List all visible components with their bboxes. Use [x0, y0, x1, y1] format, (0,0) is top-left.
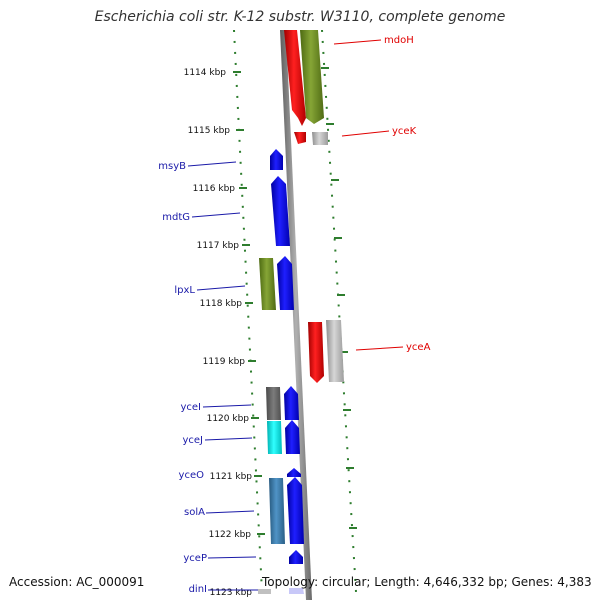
- gene-yceP-label[interactable]: yceP: [183, 553, 207, 564]
- kbp-label: 1123 kbp: [210, 588, 253, 598]
- gene-yceK-gray-bar[interactable]: [312, 132, 328, 145]
- genome-title: Escherichia coli str. K-12 substr. W3110…: [94, 9, 506, 25]
- gene-yceA-leader: [355, 346, 404, 351]
- gene-lpxL-arrow[interactable]: [277, 256, 294, 310]
- gene-mdtG-label[interactable]: mdtG: [162, 212, 190, 223]
- gene-yceI-label[interactable]: yceI: [180, 402, 201, 413]
- kbp-label: 1114 kbp: [184, 68, 227, 78]
- gene-yceA-gray-bar[interactable]: [326, 320, 344, 382]
- gene-solA-arrow[interactable]: [287, 477, 304, 544]
- gene-mdoH-bar[interactable]: [284, 30, 306, 126]
- gene-yceK-label[interactable]: yceK: [392, 126, 417, 137]
- gene-solA-steel-bar[interactable]: [269, 478, 285, 544]
- gene-yceA-label[interactable]: yceA: [406, 342, 431, 353]
- gene-yceO-arrow[interactable]: [287, 468, 301, 477]
- kbp-label: 1120 kbp: [207, 414, 250, 424]
- gene-msyB-label[interactable]: msyB: [158, 161, 186, 172]
- gene-yceJ-leader: [204, 437, 253, 441]
- gene-yceP-arrow[interactable]: [289, 550, 303, 564]
- gene-yceI-leader: [202, 404, 252, 408]
- kbp-label: 1115 kbp: [188, 126, 231, 136]
- gene-solA-label[interactable]: solA: [184, 507, 205, 518]
- gene-yceK-leader: [341, 130, 390, 137]
- kbp-label: 1122 kbp: [209, 530, 252, 540]
- gene-yceI-arrow[interactable]: [284, 386, 299, 420]
- gene-dinI-left-bar[interactable]: [258, 589, 271, 594]
- gene-yceO-label[interactable]: yceO: [179, 470, 205, 481]
- gene-yceJ-cyan-bar[interactable]: [267, 421, 282, 454]
- gene-lpxL-olive-bar[interactable]: [259, 258, 276, 310]
- gene-mdtG-arrow[interactable]: [271, 176, 290, 246]
- gene-mdoH-label[interactable]: mdoH: [384, 35, 414, 46]
- gene-solA-leader: [205, 510, 255, 514]
- topology-text: Topology: circular; Length: 4,646,332 bp…: [262, 575, 592, 589]
- gene-yceP-leader: [207, 556, 257, 559]
- gene-mdoH-olive-bar[interactable]: [300, 30, 324, 124]
- gene-msyB-leader: [187, 161, 237, 167]
- gene-lpxL-leader: [196, 285, 246, 291]
- gene-dinI-bar[interactable]: [289, 588, 304, 594]
- accession-text: Accession: AC_000091: [9, 575, 145, 589]
- gene-mdtG-leader: [191, 212, 241, 218]
- genome-backbone: [280, 30, 312, 600]
- gene-dinI-label[interactable]: dinI: [189, 584, 207, 595]
- kbp-label: 1116 kbp: [193, 184, 236, 194]
- gene-yceJ-arrow[interactable]: [285, 420, 300, 454]
- gene-yceA-bar[interactable]: [308, 322, 324, 383]
- kbp-label: 1118 kbp: [200, 299, 243, 309]
- kbp-label: 1119 kbp: [203, 357, 246, 367]
- kbp-label: 1121 kbp: [210, 472, 253, 482]
- kbp-label: 1117 kbp: [197, 241, 240, 251]
- gene-lpxL-label[interactable]: lpxL: [174, 285, 195, 296]
- gene-yceI-dark-bar[interactable]: [266, 387, 281, 420]
- gene-yceJ-label[interactable]: yceJ: [182, 435, 203, 446]
- gene-yceK-bar[interactable]: [294, 132, 306, 144]
- gene-mdoH-leader: [333, 39, 382, 45]
- gene-msyB-arrow[interactable]: [270, 149, 283, 170]
